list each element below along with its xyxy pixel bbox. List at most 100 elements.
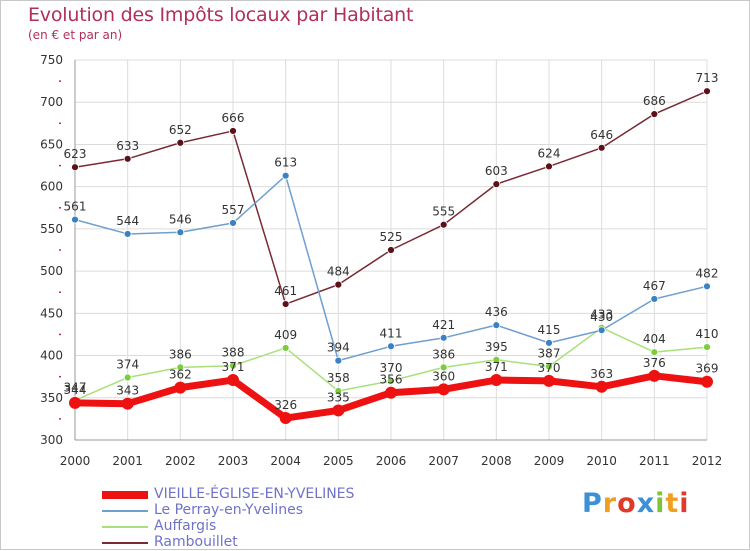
data-label: 386 [169, 347, 192, 361]
x-tick-label: 2007 [428, 454, 459, 468]
data-point [229, 361, 237, 370]
data-label: 633 [116, 139, 139, 153]
data-point [437, 383, 450, 396]
data-point [334, 387, 343, 395]
y-tick-label: 550 [40, 222, 63, 236]
legend-label-le-perray: Le Perray-en-Yvelines [154, 502, 303, 518]
data-point [71, 163, 79, 172]
data-point [490, 374, 503, 387]
axes: 300 350 400 450 500 550 600 650 700 750 2000 2001 20… [40, 53, 722, 468]
data-point [439, 220, 448, 229]
data-point [385, 386, 397, 399]
data-point [492, 321, 501, 330]
data-point [701, 375, 713, 388]
data-point [543, 374, 555, 387]
data-point [123, 154, 132, 163]
data-point [650, 110, 659, 118]
grid-lines [74, 59, 708, 441]
data-label: 666 [222, 111, 245, 125]
y-tick-label: 600 [40, 180, 63, 194]
data-point [123, 230, 132, 238]
data-label: 387 [538, 347, 561, 361]
y-tick-label: 300 [40, 433, 63, 447]
data-label: 360 [432, 369, 455, 383]
y-tick-label: 750 [40, 53, 63, 67]
x-tick-label: 2009 [534, 454, 565, 468]
data-label: 646 [590, 128, 613, 142]
y-tick-label: 500 [40, 264, 63, 278]
data-label: 358 [327, 371, 350, 385]
logo-letter: t [665, 488, 680, 519]
data-label: 430 [590, 310, 613, 324]
data-point [281, 171, 290, 180]
data-point [227, 374, 239, 387]
data-label: 369 [696, 362, 719, 376]
y-tick-label: 400 [40, 349, 63, 363]
logo-letter: i [655, 488, 666, 519]
proxiti-logo: Proxiti [582, 488, 690, 519]
data-point [597, 143, 606, 152]
data-label: 410 [696, 327, 719, 341]
data-label: 546 [169, 212, 192, 226]
legend-swatch-auffargis [102, 526, 148, 528]
data-label: 343 [116, 384, 139, 398]
data-point [176, 228, 185, 237]
data-point [595, 380, 608, 393]
y-tick-label: 450 [40, 306, 63, 320]
data-label: 686 [643, 94, 666, 108]
data-point [281, 300, 290, 308]
data-label: 544 [116, 214, 139, 228]
data-label: 467 [643, 279, 666, 293]
data-label: 713 [696, 71, 719, 85]
logo-letter: i [679, 488, 690, 519]
data-label: 603 [485, 164, 508, 178]
data-label: 482 [696, 266, 719, 280]
data-point [545, 362, 553, 371]
data-label: 409 [274, 328, 297, 342]
data-label: 484 [327, 265, 350, 279]
data-point [648, 369, 661, 382]
series-lines [69, 87, 713, 425]
x-tick-label: 2002 [165, 454, 196, 468]
x-tick-label: 2000 [60, 454, 91, 468]
data-point [545, 338, 553, 347]
legend-swatch-rambouillet [102, 542, 148, 544]
data-point [387, 342, 395, 351]
data-label: 386 [432, 347, 455, 361]
data-label: 335 [327, 390, 350, 404]
y-tick-label: 700 [40, 95, 63, 109]
data-label: 394 [327, 341, 350, 355]
data-point [387, 376, 395, 385]
data-point [334, 280, 343, 289]
x-tick-label: 2010 [586, 454, 617, 468]
data-point [281, 344, 290, 352]
data-label: 624 [538, 146, 561, 160]
logo-letter: r [602, 488, 618, 519]
x-tick-label: 2006 [376, 454, 407, 468]
data-label: 326 [274, 398, 297, 412]
x-tick-label: 2012 [692, 454, 723, 468]
data-label: 561 [64, 200, 87, 214]
legend-swatch-le-perray [102, 510, 148, 512]
data-label: 370 [380, 361, 403, 375]
legend-label-auffargis: Auffargis [154, 518, 217, 534]
x-tick-label: 2003 [218, 454, 249, 468]
data-point [176, 138, 185, 147]
data-point [650, 348, 659, 357]
data-point [121, 397, 134, 410]
data-label: 415 [538, 323, 561, 337]
data-label: 525 [380, 230, 403, 244]
data-label: 362 [169, 368, 192, 382]
legend-label-rambouillet: Rambouillet [154, 534, 238, 550]
data-label: 461 [274, 284, 297, 298]
data-label: 363 [590, 367, 613, 381]
legend-label-vieille-eglise: VIEILLE-ÉGLISE-EN-YVELINES [154, 486, 355, 502]
chart-subtitle: (en € et par an) [28, 28, 123, 42]
data-point [597, 326, 606, 335]
data-label: 371 [222, 360, 245, 374]
data-label: 371 [485, 360, 508, 374]
data-point [71, 215, 79, 224]
data-point [650, 295, 659, 303]
data-label: 421 [432, 318, 455, 332]
data-point [492, 355, 501, 364]
